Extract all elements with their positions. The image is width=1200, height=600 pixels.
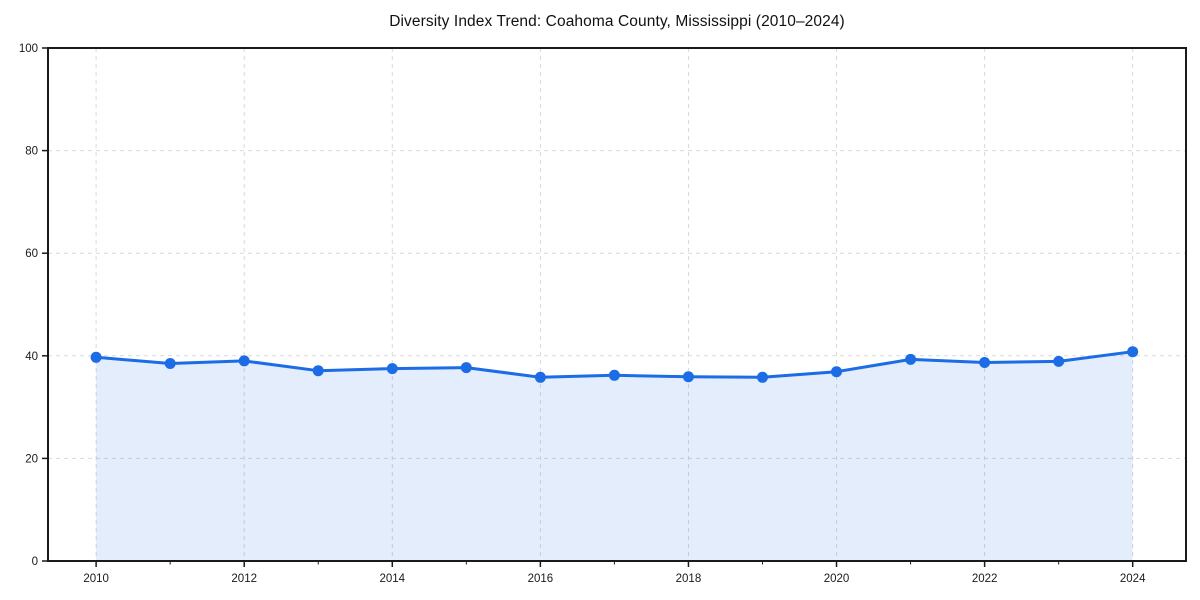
x-tick-label: 2016: [528, 573, 554, 585]
x-tick-label: 2014: [379, 573, 405, 585]
y-tick-label: 20: [25, 453, 38, 465]
x-tick-label: 2012: [231, 573, 257, 585]
data-point-2024: [1127, 346, 1139, 358]
data-point-2011: [164, 358, 176, 369]
data-point-2023: [1053, 355, 1065, 367]
area-fill: [96, 351, 1133, 561]
y-tick-label: 80: [25, 146, 38, 158]
x-tick-label: 2018: [676, 573, 702, 585]
plot-border: [47, 47, 1187, 562]
data-point-2015: [460, 362, 472, 374]
x-tick-label: 2022: [972, 573, 998, 585]
chart-title: Diversity Index Trend: Coahoma County, M…: [389, 13, 845, 30]
data-point-2022: [979, 357, 991, 368]
data-point-2019: [757, 371, 768, 383]
x-tick-label: 2010: [83, 573, 109, 585]
y-tick-label: 0: [32, 556, 38, 568]
y-tick-label: 100: [19, 43, 38, 55]
data-point-2020: [831, 366, 842, 378]
data-point-2012: [238, 355, 250, 367]
data-point-2010: [90, 351, 102, 363]
data-point-2016: [534, 371, 546, 383]
y-tick-label: 40: [25, 351, 38, 363]
data-point-2017: [608, 369, 620, 381]
data-point-2014: [386, 363, 398, 375]
data-point-2021: [905, 353, 917, 365]
data-point-2018: [682, 371, 694, 383]
y-tick-label: 60: [25, 248, 38, 260]
x-tick-label: 2020: [824, 573, 850, 585]
x-tick-label: 2024: [1120, 573, 1146, 585]
data-point-2013: [312, 365, 324, 377]
